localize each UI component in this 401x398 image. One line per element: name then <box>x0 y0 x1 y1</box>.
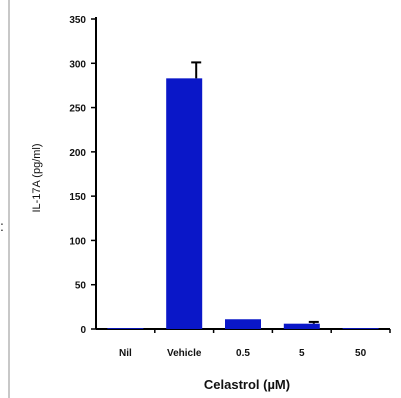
y-tick-label: 300 <box>69 59 86 70</box>
y-axis-label: IL-17A (pg/ml) <box>31 143 43 212</box>
x-axis-label: Celastrol (µM) <box>204 377 290 392</box>
bar <box>283 323 320 329</box>
left-border <box>8 0 10 398</box>
edge-glyph: : <box>0 218 4 234</box>
x-tick-label: Vehicle <box>167 348 202 359</box>
x-tick-label: 5 <box>299 348 305 359</box>
x-tick-label: Nil <box>119 348 132 359</box>
bar <box>107 328 144 329</box>
bar <box>225 319 261 329</box>
bar <box>342 328 379 329</box>
y-tick-label: 200 <box>69 148 86 159</box>
y-tick-label: 350 <box>69 15 86 26</box>
x-tick-label: 50 <box>355 348 367 359</box>
y-tick-label: 250 <box>69 104 86 115</box>
y-tick-label: 0 <box>80 325 86 336</box>
y-tick-label: 150 <box>69 192 86 203</box>
bar <box>166 78 203 329</box>
y-tick-label: 50 <box>75 281 87 292</box>
y-tick-label: 100 <box>69 236 86 247</box>
x-tick-label: 0.5 <box>236 348 250 359</box>
